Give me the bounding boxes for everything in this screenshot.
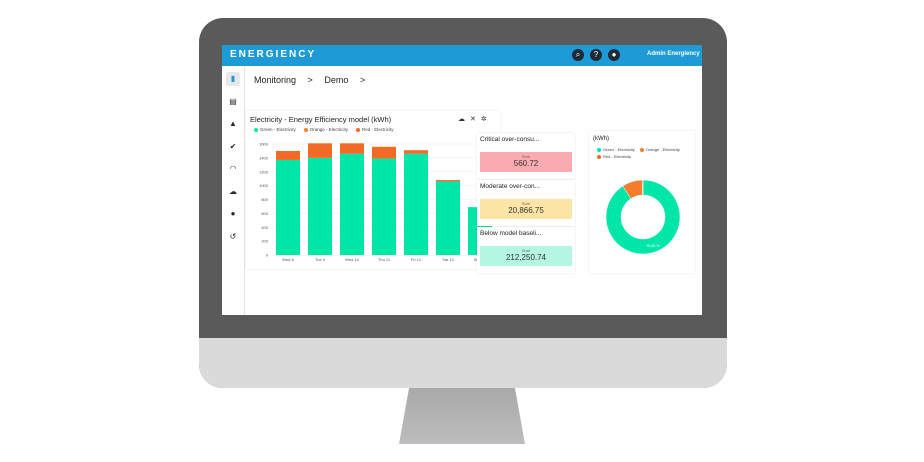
bar-chart: 0 200 400 600 800 1000 1200 1400 1600 Wed 8 Tue 9 W… [259,142,496,262]
top-icons: ⌕ ? ● [572,49,620,61]
breadcrumb-separator: > [359,75,366,85]
y-tick-label: 200 [261,239,268,244]
kpi-sum-label: Sum [521,154,531,159]
legend-label: Red - Electricity [362,127,394,132]
breadcrumb: Monitoring > Demo > [254,75,374,85]
y-tick-label: 600 [261,211,268,216]
legend-item[interactable]: Red - Electricity [356,127,394,132]
kpi-card[interactable]: Critical over-consu... Sum 560.72 [477,133,575,179]
y-tick-label: 800 [261,197,268,202]
donut-slice[interactable] [642,179,644,196]
legend-label: Orange - Electricity [645,147,680,152]
bar-segment[interactable] [436,180,460,182]
chart-title: Electricity - Energy Efficiency model (k… [250,115,392,124]
check-icon[interactable]: ✔ [229,141,237,151]
bar-segment[interactable] [340,153,364,255]
sidebar: ▮ ▤ ▲ ✔ ◠ ☁ ● ↺ [222,66,245,315]
kpi-title: Critical over-consu... [480,136,540,143]
donut-legend: Green - Electricity Orange - Electricity R… [597,147,693,159]
chart-icon[interactable]: ▮ [226,72,240,86]
help-icon[interactable]: ? [590,49,602,61]
kpi-value-box: Sum 20,866.75 [480,199,572,219]
kpi-title: Moderate over-con... [480,183,540,190]
user-icon[interactable]: ● [230,209,236,218]
bar-segment[interactable] [276,150,300,160]
kpi-card[interactable]: Below model baseli... Sum 212,250.74 [477,227,575,273]
kpi-card[interactable]: Moderate over-con... Sum 20,866.75 [477,180,575,226]
warning-icon[interactable]: ▲ [229,119,237,128]
bar-segment[interactable] [372,146,396,159]
search-icon[interactable]: ⌕ [572,49,584,61]
gauge-icon[interactable]: ◠ [229,164,237,173]
donut-slice[interactable] [605,179,681,255]
donut-chart-card: (kWh) Green - Electricity Orange - Electr… [589,131,695,273]
kpi-value: 212,250.74 [505,253,547,262]
bar-segment[interactable] [436,181,460,255]
user-icon[interactable]: ● [608,49,620,61]
x-tick-label: Thu 11 [378,257,391,262]
x-tick-label: Sat 13 [442,257,454,262]
legend-label: Green - Electricity [260,127,296,132]
legend-dot [303,127,308,132]
bar-segment[interactable] [404,153,428,255]
expand-icon[interactable]: ✕ [470,116,476,123]
legend-dot [597,147,601,152]
legend-label: Green - Electricity [603,147,635,152]
legend-label: Orange - Electricity [309,127,349,132]
y-tick-label: 1000 [259,183,269,188]
y-tick-label: 1600 [259,142,269,147]
x-tick-label: Wed 10 [345,257,359,262]
legend-dot [597,154,601,159]
donut-legend-item[interactable]: Green - Electricity [597,147,635,152]
document-icon[interactable]: ▤ [229,96,237,106]
y-tick-label: 1200 [259,169,269,174]
x-tick-label: Wed 8 [282,257,294,262]
breadcrumb-demo[interactable]: Demo [324,75,349,85]
donut-title: (kWh) [593,136,609,142]
history-icon[interactable]: ↺ [229,231,237,241]
kpi-title: Below model baseli... [480,230,542,237]
monitor-chin [199,338,727,388]
bar-segment[interactable] [276,159,300,255]
screen: ENERGIENCY ⌕ ? ● Admin Energiency ▮ ▤ ▲ ✔ ◠ ☁… [222,45,702,315]
main-chart-card: Electricity - Energy Efficiency model (k… [246,111,500,269]
x-tick-label: Fri 12 [411,257,422,262]
legend-dot [639,147,644,152]
gear-icon[interactable]: ✲ [480,116,487,123]
kpi-sum-label: Sum [521,201,531,206]
legend-dot [254,127,258,132]
y-tick-label: 400 [261,225,268,230]
bar-segment[interactable] [308,143,332,158]
legend-dot [356,127,361,132]
app-logo[interactable]: ENERGIENCY [230,49,317,60]
kpi-value: 20,866.75 [508,206,544,215]
kpi-value-box: Sum 212,250.74 [480,246,572,266]
legend-label: Red - Electricity [603,154,632,159]
donut-slice-label: 90.80 % [647,244,660,248]
breadcrumb-separator: > [307,75,313,85]
user-name[interactable]: Admin Energiency [647,51,700,57]
bar-segment[interactable] [404,150,428,154]
donut-legend-item[interactable]: Orange - Electricity [639,147,680,152]
legend-item[interactable]: Green - Electricity [254,127,296,132]
cloud-upload-icon[interactable]: ☁ [229,186,237,196]
y-tick-label: 1400 [259,155,269,160]
breadcrumb-monitoring[interactable]: Monitoring [254,75,297,85]
donut-legend-item[interactable]: Red - Electricity [597,154,631,159]
top-bar: ENERGIENCY ⌕ ? ● Admin Energiency [222,45,702,66]
x-tick-label: Tue 9 [315,257,326,262]
chart-legend: Green - Electricity Orange - Electricity R… [254,127,394,132]
cloud-icon[interactable]: ☁ [458,116,465,123]
chart-tools: ☁ ✕ ✲ [458,115,487,123]
kpi-value: 560.72 [513,159,539,168]
kpi-sum-label: Sum [521,248,531,253]
donut-chart: 90.80 % [605,179,681,255]
bar-segment[interactable] [340,143,364,154]
kpi-value-box: Sum 560.72 [480,152,572,172]
y-tick-label: 0 [266,253,269,258]
legend-item[interactable]: Orange - Electricity [303,127,349,132]
bar-segment[interactable] [308,157,332,255]
bar-segment[interactable] [372,158,396,255]
monitor-stand [399,388,525,444]
